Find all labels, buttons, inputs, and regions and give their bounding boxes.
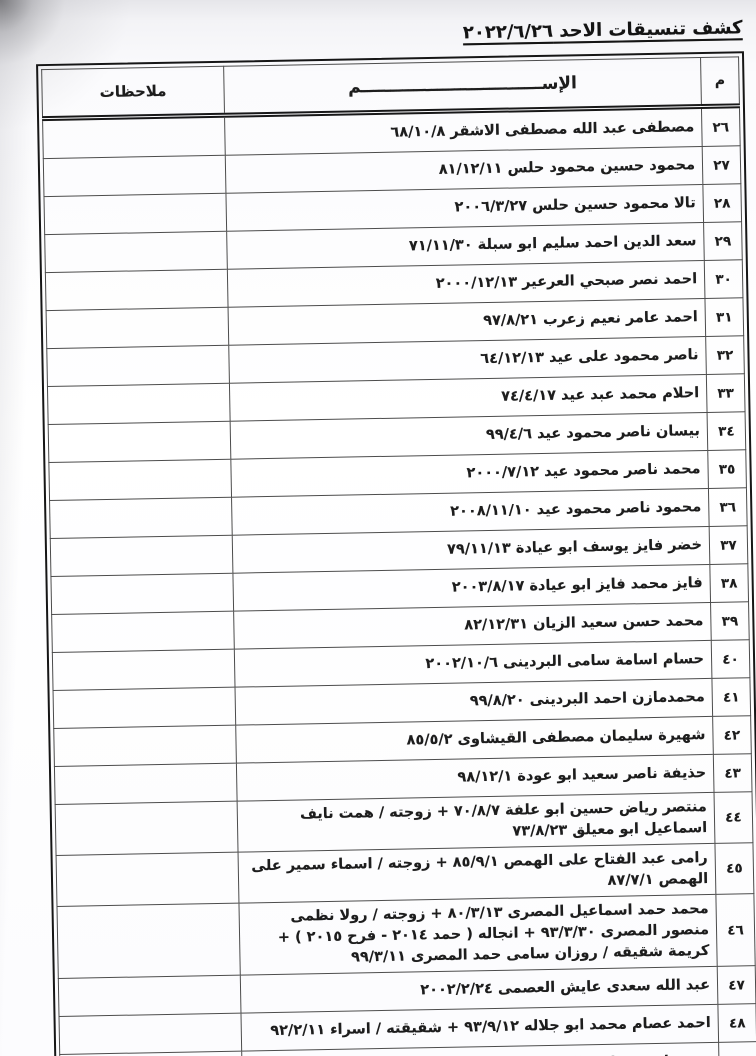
row-notes-cell — [56, 852, 239, 907]
row-notes-cell — [46, 307, 229, 349]
row-number-cell: ٣٧ — [709, 525, 748, 565]
column-header-notes: ملاحظات — [41, 66, 225, 119]
row-notes-cell — [54, 763, 238, 805]
row-number-cell: ٤٥ — [714, 842, 754, 895]
row-notes-cell — [49, 497, 233, 539]
column-header-name: الإســـــــــــــــــــــــــــــــم — [223, 57, 702, 116]
row-notes-cell — [47, 383, 231, 425]
row-number-cell: ٣٥ — [707, 449, 747, 489]
row-number-cell: ٢٨ — [702, 183, 742, 223]
row-number-cell: ٣٦ — [708, 487, 748, 527]
row-number-cell: ٣١ — [704, 297, 744, 337]
table-row: ٤٦ محمد حمد اسماعيل المصرى ٨٠/٣/١٣ + زوج… — [56, 893, 756, 979]
row-notes-cell — [50, 535, 233, 577]
row-number-cell: ٤٢ — [712, 715, 752, 755]
row-notes-cell — [59, 1013, 242, 1055]
row-notes-cell — [53, 725, 237, 767]
row-number-cell: ٢٦ — [701, 105, 741, 147]
row-number-cell: ٣٨ — [709, 563, 749, 603]
row-notes-cell — [58, 975, 241, 1017]
row-number-cell: ٣٤ — [707, 411, 746, 451]
row-notes-cell — [48, 459, 232, 501]
row-notes-cell — [45, 269, 229, 311]
row-number-cell: ٤١ — [711, 677, 751, 717]
row-notes-cell — [43, 193, 227, 235]
row-notes-cell — [53, 687, 236, 729]
row-name-cell: رامى عبد الفتاح على الهمص ٨٥/٩/١ + زوجته… — [238, 843, 716, 904]
row-notes-cell — [51, 611, 235, 653]
row-notes-cell — [56, 903, 241, 979]
row-notes-cell — [55, 801, 239, 856]
row-number-cell: ٤٣ — [713, 753, 753, 793]
row-number-cell: ٣٣ — [706, 373, 746, 413]
row-number-cell: ٣٠ — [704, 259, 743, 299]
row-number-cell: ٤٧ — [717, 965, 756, 1005]
row-number-cell: ٤٦ — [715, 893, 756, 967]
row-number-cell: ٤٨ — [717, 1003, 756, 1043]
row-number-cell: ٤٠ — [711, 639, 750, 679]
row-number-cell: ٢٩ — [703, 221, 743, 261]
row-notes-cell — [48, 421, 231, 463]
row-notes-cell — [44, 231, 228, 273]
row-number-cell: ٤٩ — [718, 1041, 756, 1056]
row-number-cell: ٣٩ — [710, 601, 750, 641]
page-title: كشف تنسيقات الاحد ٢٠٢٢/٦/٢٦ — [462, 17, 743, 44]
row-number-cell: ٣٢ — [705, 335, 745, 375]
row-notes-cell — [46, 345, 230, 387]
row-notes-cell — [42, 115, 226, 159]
column-header-number: م — [700, 56, 740, 107]
row-notes-cell — [50, 573, 234, 615]
roster-table-frame: م الإســـــــــــــــــــــــــــــــم م… — [36, 51, 756, 1056]
roster-table: م الإســـــــــــــــــــــــــــــــم م… — [41, 56, 756, 1056]
row-name-cell: محمد حمد اسماعيل المصرى ٨٠/٣/١٣ + زوجته … — [238, 894, 718, 976]
row-notes-cell — [52, 649, 236, 691]
row-number-cell: ٤٤ — [714, 791, 753, 844]
roster-table-body: ٢٦ مصطفى عبد الله مصطفى الاشقر ٦٨/١٠/٨ ٢… — [42, 105, 756, 1056]
row-number-cell: ٢٧ — [702, 145, 741, 185]
row-name-cell: منتصر رياض حسين ابو علفة ٧٠/٨/٧ + زوجته … — [237, 792, 715, 853]
row-notes-cell — [43, 155, 226, 197]
